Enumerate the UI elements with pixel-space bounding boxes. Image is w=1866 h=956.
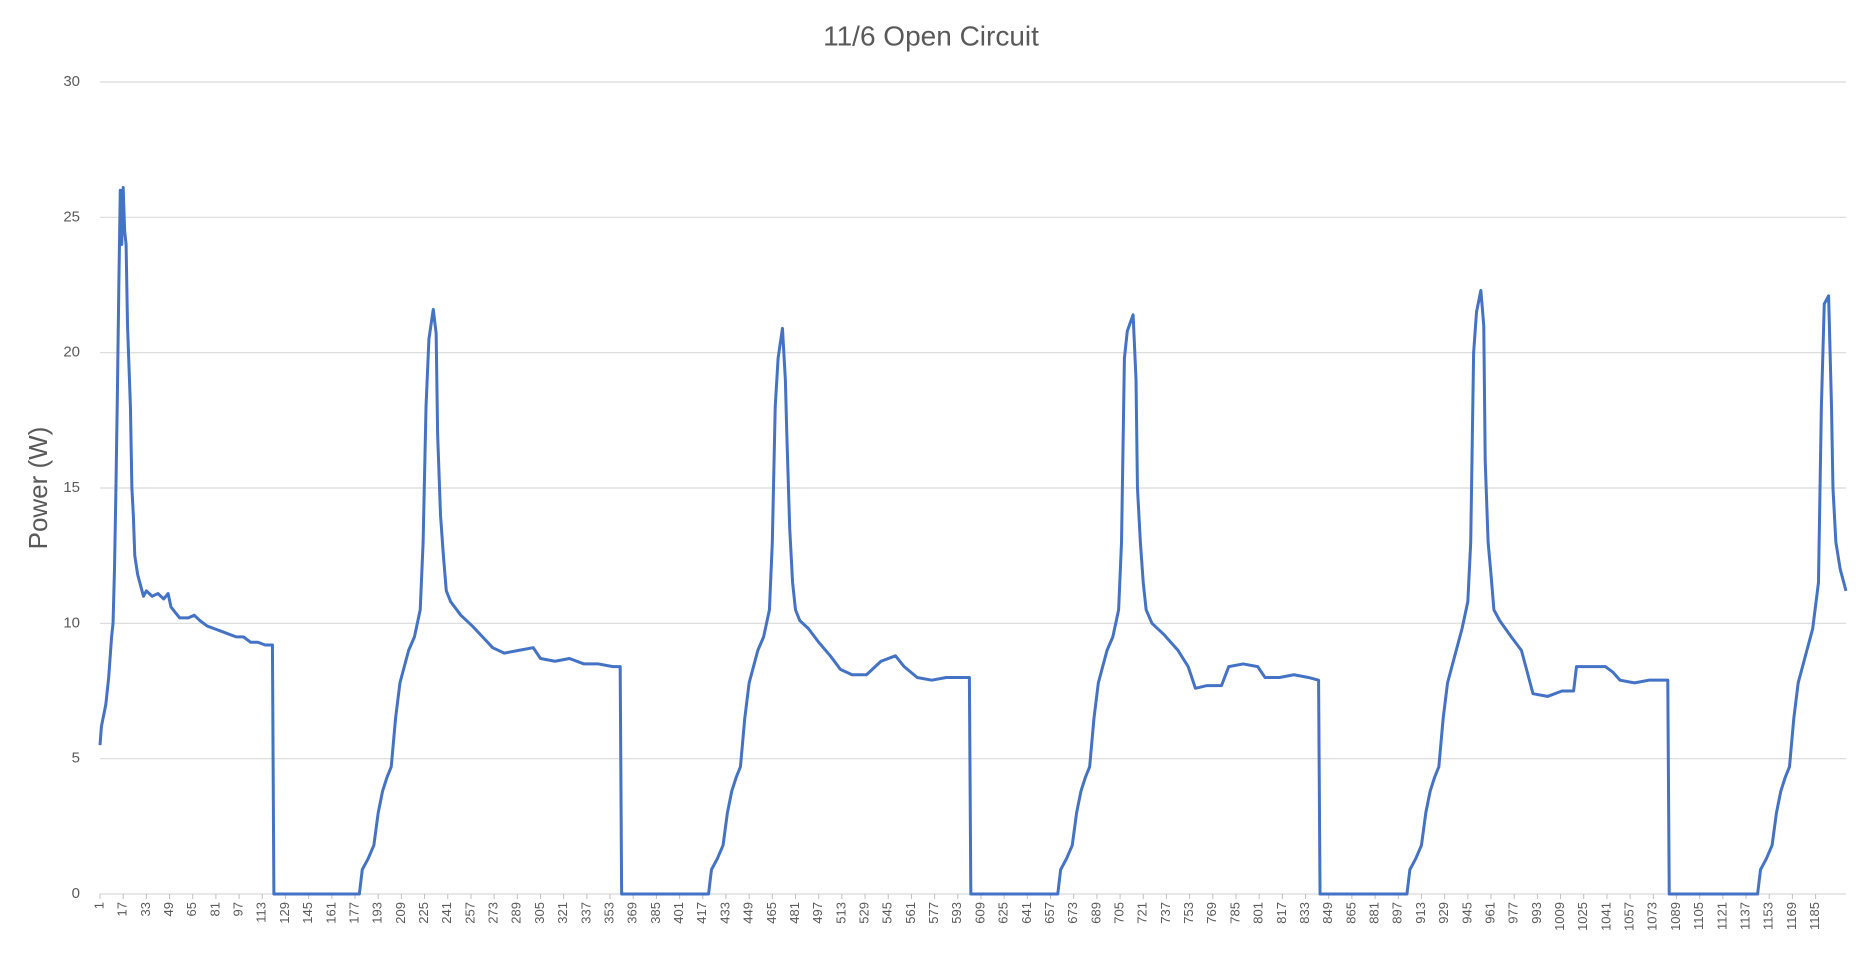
x-tick-label: 977 [1506,902,1521,924]
x-tick-label: 273 [486,902,501,924]
x-tick-label: 1041 [1598,902,1613,931]
x-tick-label: 305 [532,902,547,924]
x-tick-label: 961 [1482,902,1497,924]
x-tick-label: 1089 [1668,902,1683,931]
x-tick-label: 1073 [1645,902,1660,931]
x-tick-label: 337 [578,902,593,924]
x-tick-label: 353 [601,902,616,924]
x-tick-label: 561 [903,902,918,924]
x-tick-label: 449 [741,902,756,924]
x-tick-label: 1025 [1575,902,1590,931]
x-tick-label: 433 [717,902,732,924]
x-tick-label: 177 [346,902,361,924]
x-tick-label: 113 [254,902,269,923]
y-tick-label: 0 [72,885,80,902]
x-tick-label: 1105 [1691,902,1706,930]
x-tick-label: 833 [1297,902,1312,924]
x-tick-label: 193 [370,902,385,924]
x-tick-label: 321 [555,902,570,924]
data-line [98,186,1848,896]
y-tick-label: 10 [63,614,80,631]
x-tick-label: 737 [1158,902,1173,924]
x-tick-label: 97 [231,902,246,916]
x-tick-label: 769 [1204,902,1219,924]
x-tick-label: 705 [1112,902,1127,924]
x-tick-label: 673 [1065,902,1080,924]
x-tick-label: 529 [856,902,871,924]
x-tick-label: 849 [1320,902,1335,924]
x-tick-label: 289 [509,902,524,924]
x-tick-label: 625 [996,902,1011,924]
y-tick-label: 15 [63,479,80,496]
x-tick-label: 593 [949,902,964,924]
x-tick-label: 241 [439,902,454,924]
x-tick-label: 609 [972,902,987,924]
x-tick-label: 817 [1274,902,1289,924]
y-tick-label: 20 [63,344,80,361]
x-tick-label: 417 [694,902,709,924]
x-tick-label: 801 [1251,902,1266,924]
x-tick-label: 1169 [1784,902,1799,930]
x-tick-label: 657 [1042,902,1057,924]
x-tick-label: 497 [810,902,825,924]
x-tick-label: 913 [1413,902,1428,924]
chart-title: 11/6 Open Circuit [823,20,1039,51]
y-tick-label: 30 [63,73,80,90]
x-tick-label: 369 [625,902,640,924]
x-tick-label: 81 [207,902,222,916]
x-tick-label: 225 [416,902,431,924]
x-tick-label: 1121 [1714,902,1729,930]
x-tick-label: 785 [1227,902,1242,924]
x-tick-label: 897 [1390,902,1405,924]
x-tick-label: 513 [833,902,848,924]
x-tick-label: 17 [115,902,130,916]
x-tick-label: 465 [764,902,779,924]
x-tick-label: 1009 [1552,902,1567,931]
x-tick-label: 1137 [1737,902,1752,930]
x-tick-label: 49 [161,902,176,916]
x-tick-label: 257 [462,902,477,924]
x-tick-label: 1 [91,902,106,909]
x-tick-label: 753 [1181,902,1196,924]
x-tick-label: 577 [926,902,941,924]
x-tick-label: 689 [1088,902,1103,924]
x-tick-label: 641 [1019,902,1034,924]
x-tick-label: 145 [300,902,315,924]
x-tick-label: 481 [787,902,802,924]
x-tick-label: 545 [880,902,895,924]
x-tick-label: 129 [277,902,292,924]
x-tick-label: 881 [1367,902,1382,924]
y-tick-label: 25 [63,208,80,225]
x-tick-label: 1057 [1622,902,1637,931]
x-tick-label: 65 [184,902,199,916]
x-tick-label: 385 [648,902,663,924]
x-tick-label: 1153 [1761,902,1776,930]
x-tick-label: 1185 [1807,902,1822,930]
x-tick-label: 993 [1529,902,1544,924]
x-tick-label: 929 [1436,902,1451,924]
y-axis-label: Power (W) [23,427,53,550]
x-tick-label: 945 [1459,902,1474,924]
x-tick-label: 865 [1343,902,1358,924]
x-tick-label: 721 [1135,902,1150,924]
x-tick-label: 33 [138,902,153,916]
x-tick-label: 401 [671,902,686,924]
x-tick-label: 161 [323,902,338,924]
y-tick-label: 5 [72,750,80,767]
x-tick-label: 209 [393,902,408,924]
